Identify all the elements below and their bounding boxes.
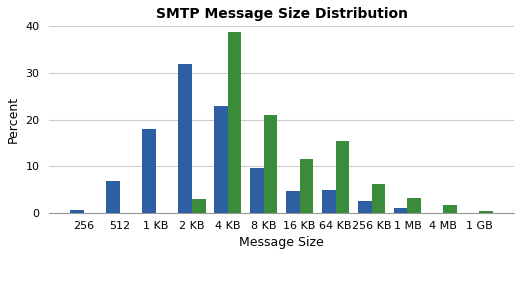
Bar: [371, 184, 385, 213]
Bar: [300, 160, 313, 213]
Bar: [192, 199, 206, 213]
Bar: [264, 115, 277, 213]
Bar: [214, 106, 228, 213]
Bar: [394, 208, 407, 213]
Bar: [479, 211, 493, 213]
Bar: [407, 198, 421, 213]
Bar: [70, 210, 84, 213]
Bar: [322, 190, 336, 213]
Y-axis label: Percent: Percent: [7, 96, 20, 143]
Bar: [142, 129, 156, 213]
Bar: [358, 202, 371, 213]
Bar: [443, 205, 457, 213]
Bar: [178, 64, 192, 213]
Bar: [106, 181, 120, 213]
Bar: [228, 32, 241, 213]
Bar: [286, 191, 300, 213]
Bar: [336, 141, 349, 213]
Title: SMTP Message Size Distribution: SMTP Message Size Distribution: [156, 7, 408, 21]
Bar: [250, 168, 264, 213]
X-axis label: Message Size: Message Size: [239, 236, 324, 249]
